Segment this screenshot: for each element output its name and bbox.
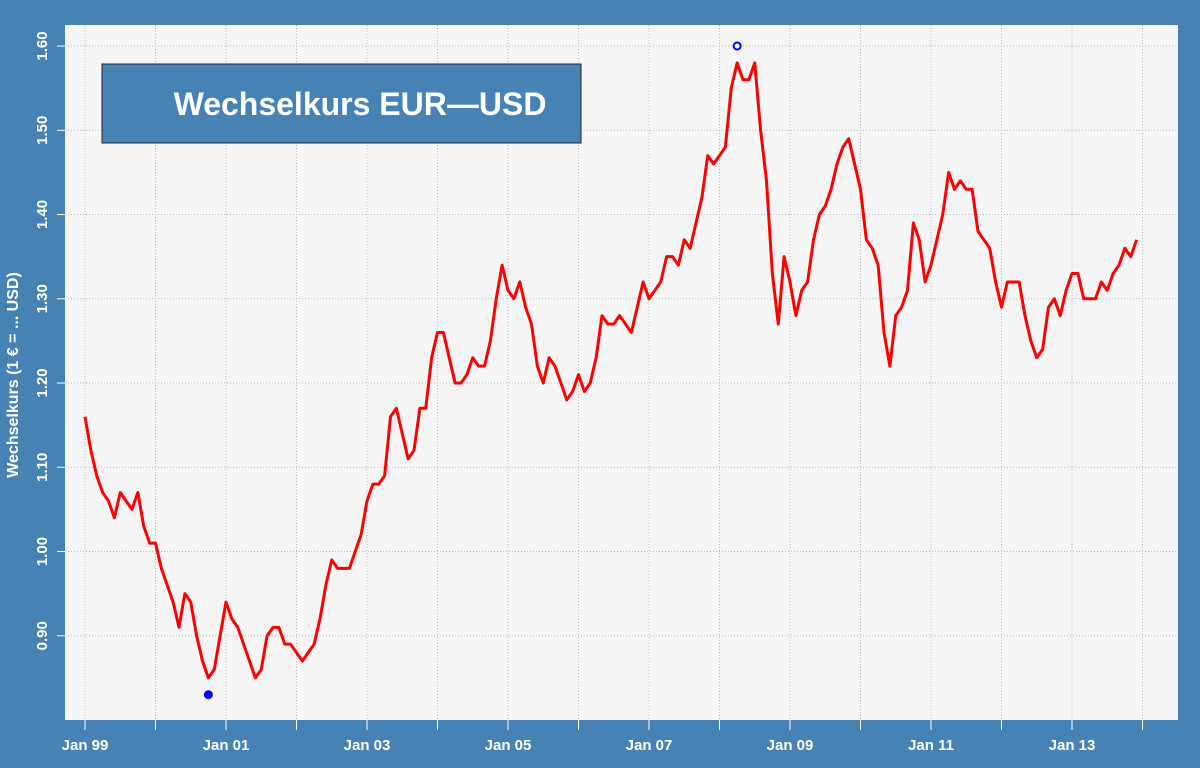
x-tick-label: Jan 11 xyxy=(908,737,954,754)
x-tick-label: Jan 05 xyxy=(485,737,532,754)
marker xyxy=(732,41,742,51)
y-tick-label: 1.60 xyxy=(34,31,51,60)
x-tick-label: Jan 99 xyxy=(62,737,109,754)
y-tick-label: 1.50 xyxy=(34,116,51,145)
x-tick-label: Jan 09 xyxy=(767,737,814,754)
y-tick-label: 1.20 xyxy=(34,368,51,397)
y-tick-label: 1.00 xyxy=(34,537,51,566)
y-tick-label: 1.10 xyxy=(34,453,51,482)
x-tick-label: Jan 01 xyxy=(203,737,250,754)
x-tick-label: Jan 13 xyxy=(1049,737,1096,754)
chart-title: Wechselkurs EUR—USD xyxy=(174,86,547,122)
y-axis-label: Wechselkurs (1 € = ... USD) xyxy=(5,272,22,478)
x-tick-label: Jan 07 xyxy=(626,737,673,754)
marker xyxy=(203,690,213,700)
y-tick-label: 1.30 xyxy=(34,284,51,313)
y-tick-label: 0.90 xyxy=(34,621,51,650)
y-tick-label: 1.40 xyxy=(34,200,51,229)
x-tick-label: Jan 03 xyxy=(344,737,391,754)
title-box xyxy=(101,63,582,144)
line xyxy=(83,61,1139,680)
